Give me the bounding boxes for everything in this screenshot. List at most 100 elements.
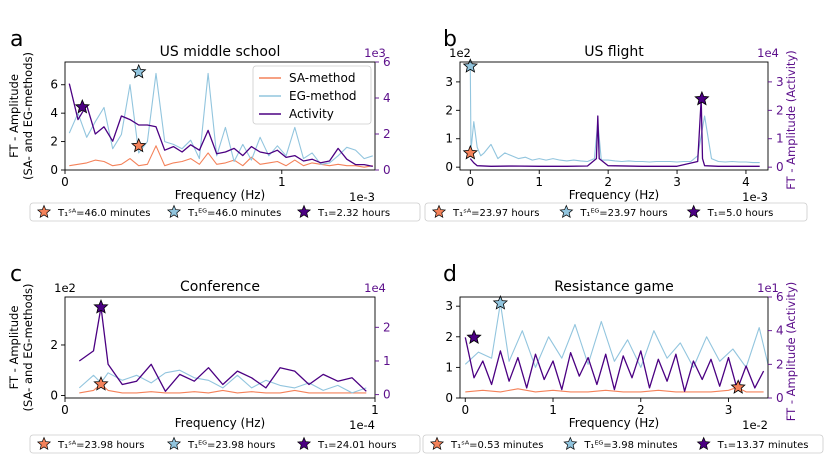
x-tick-label: 1 <box>535 175 543 189</box>
yl-exponent: 1e2 <box>449 46 471 60</box>
axes-frame <box>459 296 769 399</box>
marker-star-eg-method <box>462 58 479 73</box>
bottom-legend-label: T₁ᴱᴳ=23.97 hours <box>579 208 667 219</box>
yl-tick-label: 0 <box>445 160 453 174</box>
x-tick-label: 0 <box>61 175 69 189</box>
x-exponent: 1e-3 <box>349 190 375 204</box>
yr-tick-label: 0 <box>776 160 784 174</box>
series-line-eg-method <box>68 72 373 165</box>
yr-tick-label: 3 <box>776 75 784 89</box>
marker-star-sa-method <box>462 144 479 160</box>
x-axis-label: Frequency (Hz) <box>175 416 266 430</box>
x-axis-label: Frequency (Hz) <box>569 416 660 430</box>
bottom-legend-star <box>166 436 182 451</box>
bottom-legend-star <box>696 436 711 451</box>
marker-star-sa-method <box>93 376 109 391</box>
series-line-activity <box>469 98 760 167</box>
x-tick-label: 3 <box>673 175 681 189</box>
yr-tick-label: 2 <box>776 103 784 117</box>
x-tick-label: 0 <box>467 175 475 189</box>
yr-exponent: 1e3 <box>364 46 386 60</box>
legend-label: EG-method <box>289 89 357 103</box>
yr-exponent: 1e4 <box>757 46 779 60</box>
series-line-activity <box>68 83 373 168</box>
legend-box <box>252 65 372 125</box>
bottom-legend-star <box>431 204 447 219</box>
panel-letter: c <box>10 262 22 287</box>
yr-tick-label: 2 <box>383 320 391 334</box>
panel-title: Resistance game <box>554 279 674 295</box>
x-exponent: 1e-2 <box>742 418 768 432</box>
yl-tick-label: 1 <box>445 132 453 146</box>
yl-exponent: 1e2 <box>54 281 76 295</box>
bottom-legend-label: T₁=2.32 hours <box>317 208 390 219</box>
x-tick-label: 0 <box>61 403 69 417</box>
yl-tick-label: 3 <box>445 299 453 313</box>
bottom-legend-star <box>296 436 312 451</box>
bottom-legend-label: T₁=24.01 hours <box>317 440 396 451</box>
bottom-legend-label: T₁ᴱᴳ=3.98 minutes <box>583 440 677 451</box>
y-axis-label-right: FT - Amplitude (Activity) <box>784 50 798 189</box>
series-line-activity <box>464 337 765 392</box>
series-group <box>78 306 367 394</box>
yr-tick-label: 4 <box>383 91 391 105</box>
legend-label: Activity <box>289 107 334 121</box>
series-group <box>464 302 768 393</box>
panel-letter: d <box>443 262 457 287</box>
bottom-legend-label: T₁ˢᴬ=23.98 hours <box>57 440 144 451</box>
series-line-sa-method <box>465 386 764 393</box>
y-axis-label-left: FT - Amplitude <box>7 306 21 390</box>
y-axis-label-left: (SA- and EG-methods) <box>21 52 35 180</box>
marker-star-sa-method <box>130 137 147 153</box>
yr-exponent: 1e1 <box>757 281 779 295</box>
x-exponent: 1e-3 <box>742 190 768 204</box>
bottom-legend-label: T₁ˢᴬ=46.0 minutes <box>57 208 150 219</box>
yr-exponent: 1e4 <box>364 281 386 295</box>
yr-tick-label: 0 <box>383 388 391 402</box>
y-axis-label-left: FT - Amplitude <box>7 74 21 158</box>
x-axis-label: Frequency (Hz) <box>569 188 660 202</box>
x-tick-label: 3 <box>725 403 733 417</box>
yl-tick-label: 2 <box>50 338 58 352</box>
series-line-sa-method <box>69 145 373 168</box>
x-exponent: 1e-4 <box>349 418 375 432</box>
bottom-legend-star <box>563 436 578 451</box>
yr-tick-label: 1 <box>776 132 784 146</box>
bottom-legend-star <box>296 204 312 219</box>
marker-star-sa-method <box>730 379 746 394</box>
bottom-legend-box <box>29 202 421 222</box>
bottom-legend-box <box>29 434 421 454</box>
bottom-legend-star <box>36 436 52 451</box>
marker-star-activity <box>466 329 482 344</box>
panel-title: Conference <box>180 279 260 295</box>
marker-star-activity <box>93 299 109 314</box>
panel-d: d 0 1 2 3 0 1 2 3 0 2 4 6 1e-2 1e1 Resistance game Frequ… <box>422 262 824 454</box>
series-group <box>469 67 760 167</box>
yr-tick-label: 0 <box>383 163 391 177</box>
panel-letter: a <box>10 27 23 52</box>
marker-star-eg-method <box>130 63 147 79</box>
bottom-legend-label: T₁=13.37 minutes <box>717 440 809 451</box>
yl-tick-label: 3 <box>445 75 453 89</box>
yr-tick-label: 2 <box>383 127 391 141</box>
axes-frame <box>64 61 376 171</box>
yl-tick-label: 6 <box>50 78 58 92</box>
series-line-eg-method <box>469 67 760 164</box>
x-axis-label: Frequency (Hz) <box>175 188 266 202</box>
panel-a: a 0 1 0 2 4 6 0 2 4 6 1e-3 1e3 US middle school Freque… <box>7 27 421 222</box>
yl-tick-label: 2 <box>445 103 453 117</box>
panel-title: US middle school <box>160 44 281 60</box>
series-line-eg-method <box>464 302 768 368</box>
bottom-legend-box <box>424 202 808 222</box>
y-axis-label-right: FT - Amplitude (Activity) <box>784 282 798 421</box>
x-tick-label: 1 <box>278 175 286 189</box>
series-line-activity <box>78 306 367 392</box>
yr-tick-label: 2 <box>776 357 784 371</box>
yr-tick-label: 6 <box>776 290 784 304</box>
yr-tick-label: 6 <box>383 55 391 69</box>
x-tick-label: 0 <box>461 403 469 417</box>
x-tick-label: 2 <box>637 403 645 417</box>
yl-tick-label: 0 <box>445 391 453 405</box>
